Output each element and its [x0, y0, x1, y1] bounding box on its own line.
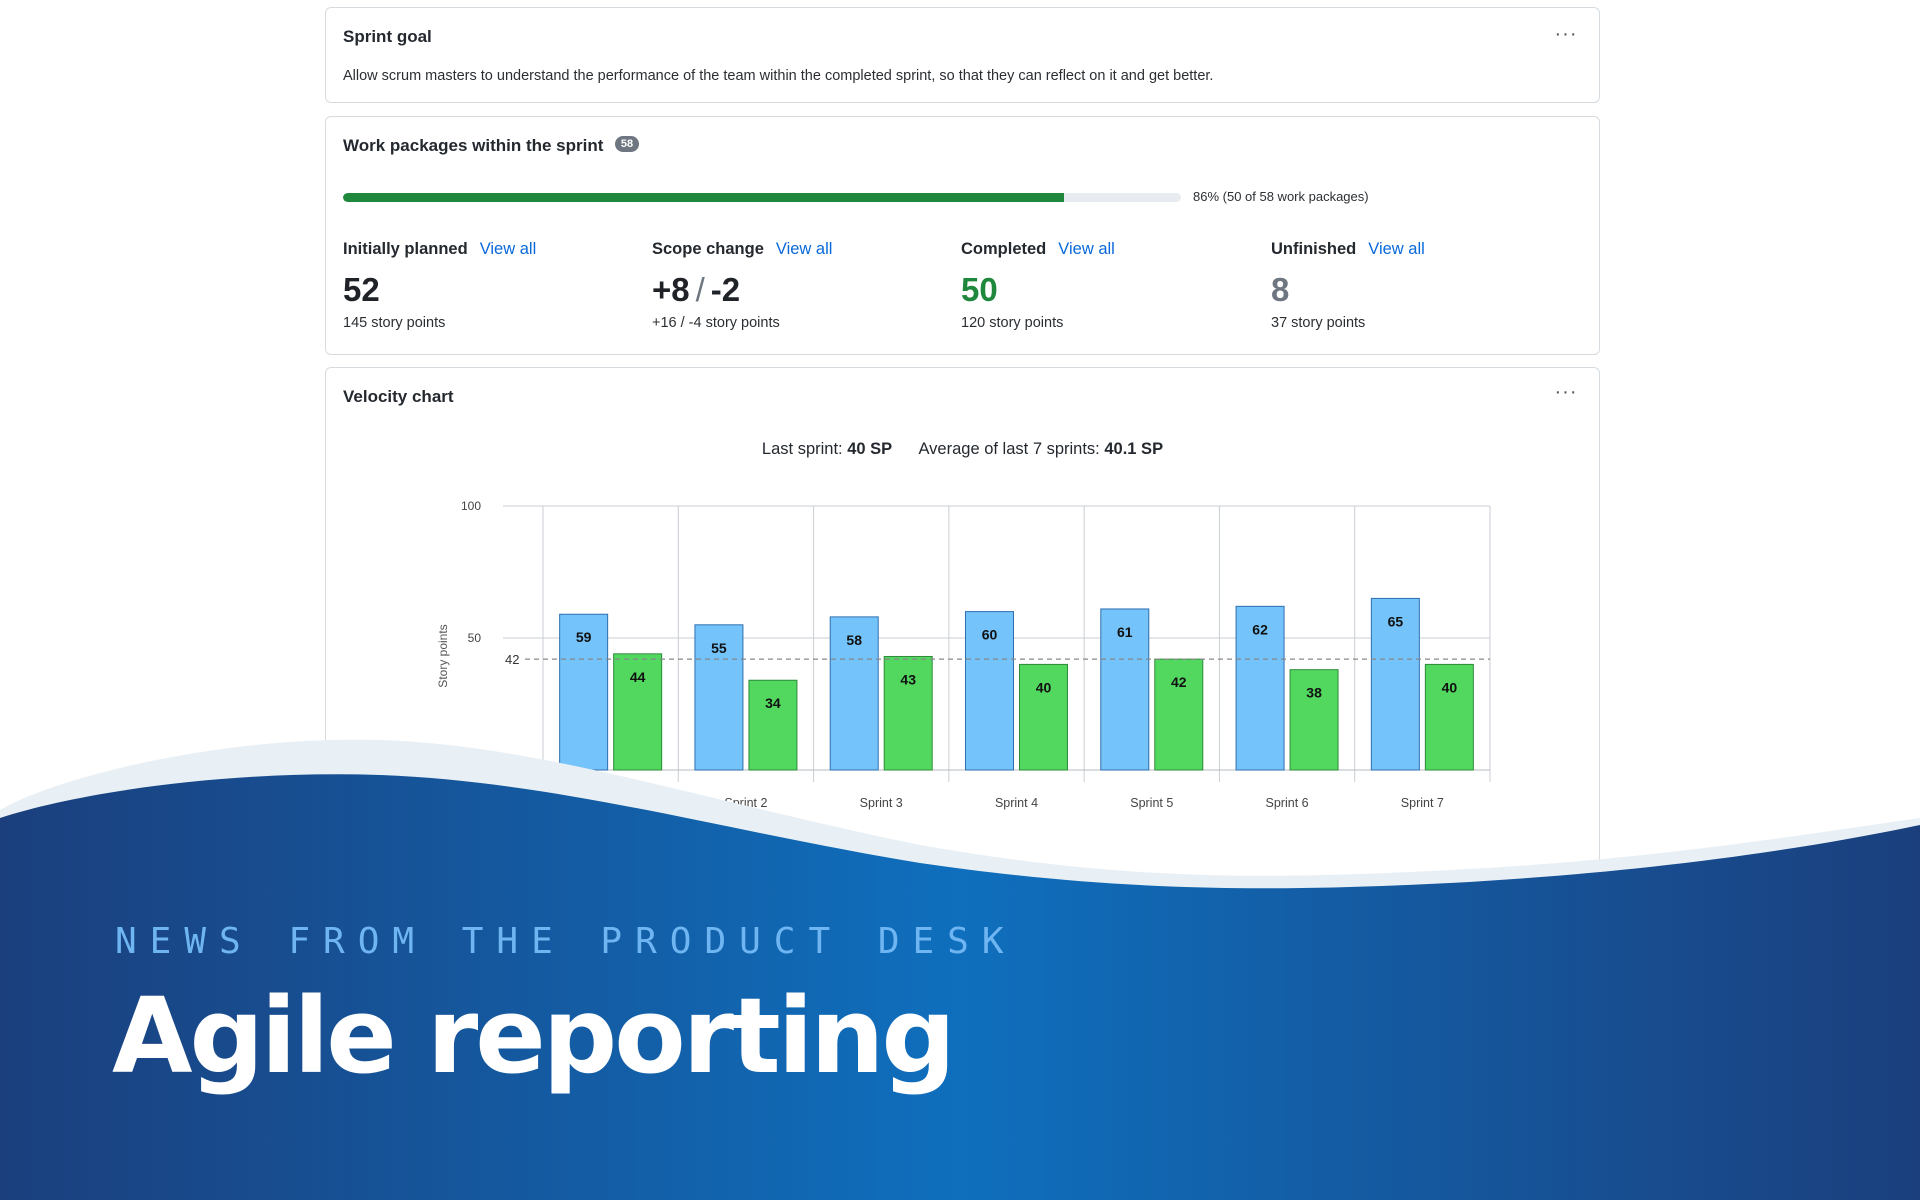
x-tick-label: Sprint 7 — [1401, 796, 1444, 810]
stat-story-points: 37 story points — [1271, 315, 1366, 331]
bar-value-label: 61 — [1117, 624, 1133, 640]
scope-removed: -2 — [710, 271, 741, 308]
bar — [694, 624, 744, 771]
bar-value-label: 40 — [1442, 679, 1458, 695]
x-tick-label: Sprint 6 — [1266, 796, 1309, 810]
stat-value: 8 — [1271, 271, 1290, 308]
progress-label: 86% (50 of 58 work packages) — [1193, 189, 1369, 204]
bar — [829, 616, 879, 771]
work-packages-title: Work packages within the sprint — [343, 136, 604, 155]
bar — [1370, 597, 1420, 771]
stat-label: Initially planned — [343, 240, 468, 258]
stat-label: Scope change — [652, 240, 764, 258]
view-all-link[interactable]: View all — [479, 240, 537, 258]
bar-value-label: 43 — [900, 671, 916, 687]
average-value: 40.1 SP — [1104, 440, 1164, 458]
stat-unfinished: Unfinished View all 8 37 story points — [1271, 240, 1571, 331]
stat-initially-planned: Initially planned View all 52 145 story p… — [343, 240, 643, 331]
bar — [613, 653, 663, 771]
y-axis-label: Story points — [436, 624, 450, 687]
bar-value-label: 59 — [576, 629, 592, 645]
view-all-link[interactable]: View all — [1368, 240, 1425, 258]
bar — [965, 611, 1014, 771]
stat-story-points: 120 story points — [961, 315, 1064, 331]
bar — [1424, 663, 1474, 771]
banner-kicker: NEWS FROM THE PRODUCT DESK — [115, 921, 1017, 962]
sprint-goal-title: Sprint goal — [343, 27, 432, 46]
work-packages-card: Work packages within the sprint 58 86% (… — [325, 116, 1600, 355]
stat-value: +8/-2 — [652, 271, 952, 309]
view-all-link[interactable]: View all — [1058, 240, 1115, 258]
last-sprint-value: 40 SP — [847, 440, 893, 458]
bar-value-label: 38 — [1306, 685, 1322, 701]
bar — [1235, 605, 1285, 771]
scope-slash: / — [695, 271, 705, 308]
bar-value-label: 34 — [765, 695, 781, 711]
bar — [1100, 608, 1150, 771]
banner-dark-band — [0, 774, 1920, 1200]
stat-story-points: +16 / -4 story points — [652, 315, 780, 331]
bar-value-label: 44 — [630, 669, 646, 685]
sprint-goal-text: Allow scrum masters to understand the pe… — [343, 68, 1214, 84]
average-line-label: 42 — [505, 652, 519, 667]
bar-value-label: 60 — [982, 627, 998, 643]
stat-label: Completed — [961, 240, 1047, 258]
bar-value-label: 55 — [711, 640, 727, 656]
work-packages-count-badge: 58 — [615, 136, 639, 152]
bar — [1019, 663, 1068, 771]
average-label: Average of last 7 sprints: — [918, 440, 1100, 458]
x-tick-label: Sprint 5 — [1130, 796, 1173, 810]
bar-value-label: 65 — [1388, 613, 1404, 629]
y-tick-label: 50 — [468, 631, 482, 645]
view-all-link[interactable]: View all — [775, 240, 833, 258]
banner-headline: Agile reporting — [112, 975, 956, 1097]
x-tick-label: Sprint 4 — [995, 796, 1038, 810]
x-tick-label: Sprint 3 — [860, 796, 903, 810]
bar-value-label: 58 — [846, 632, 862, 648]
bar — [883, 655, 933, 771]
stat-completed: Completed View all 50 120 story points — [961, 240, 1261, 331]
bar-value-label: 40 — [1036, 679, 1052, 695]
stat-story-points: 145 story points — [343, 315, 446, 331]
bar-value-label: 62 — [1252, 621, 1268, 637]
bar — [748, 679, 798, 771]
bar-value-label: 42 — [1171, 674, 1187, 690]
y-tick-label: 100 — [461, 499, 481, 513]
stat-label: Unfinished — [1271, 240, 1357, 258]
progress-bar — [343, 193, 1181, 202]
scope-added: +8 — [652, 271, 690, 308]
stat-scope-change: Scope change View all +8/-2 +16 / -4 stor… — [652, 240, 952, 331]
velocity-summary: Last sprint: 40 SP Average of last 7 spr… — [326, 440, 1599, 459]
last-sprint-label: Last sprint: — [761, 440, 843, 458]
more-options-icon[interactable]: ··· — [1554, 23, 1578, 45]
progress-bar-fill — [343, 193, 1064, 202]
sprint-goal-card: Sprint goal ··· Allow scrum masters to u… — [325, 7, 1600, 103]
bar — [559, 613, 609, 771]
stat-value: 50 — [961, 271, 998, 308]
velocity-chart-title: Velocity chart — [343, 387, 454, 406]
more-options-icon[interactable]: ··· — [1554, 381, 1578, 403]
bar — [1154, 658, 1204, 771]
bar — [1289, 669, 1339, 771]
stat-value: 52 — [343, 271, 380, 308]
